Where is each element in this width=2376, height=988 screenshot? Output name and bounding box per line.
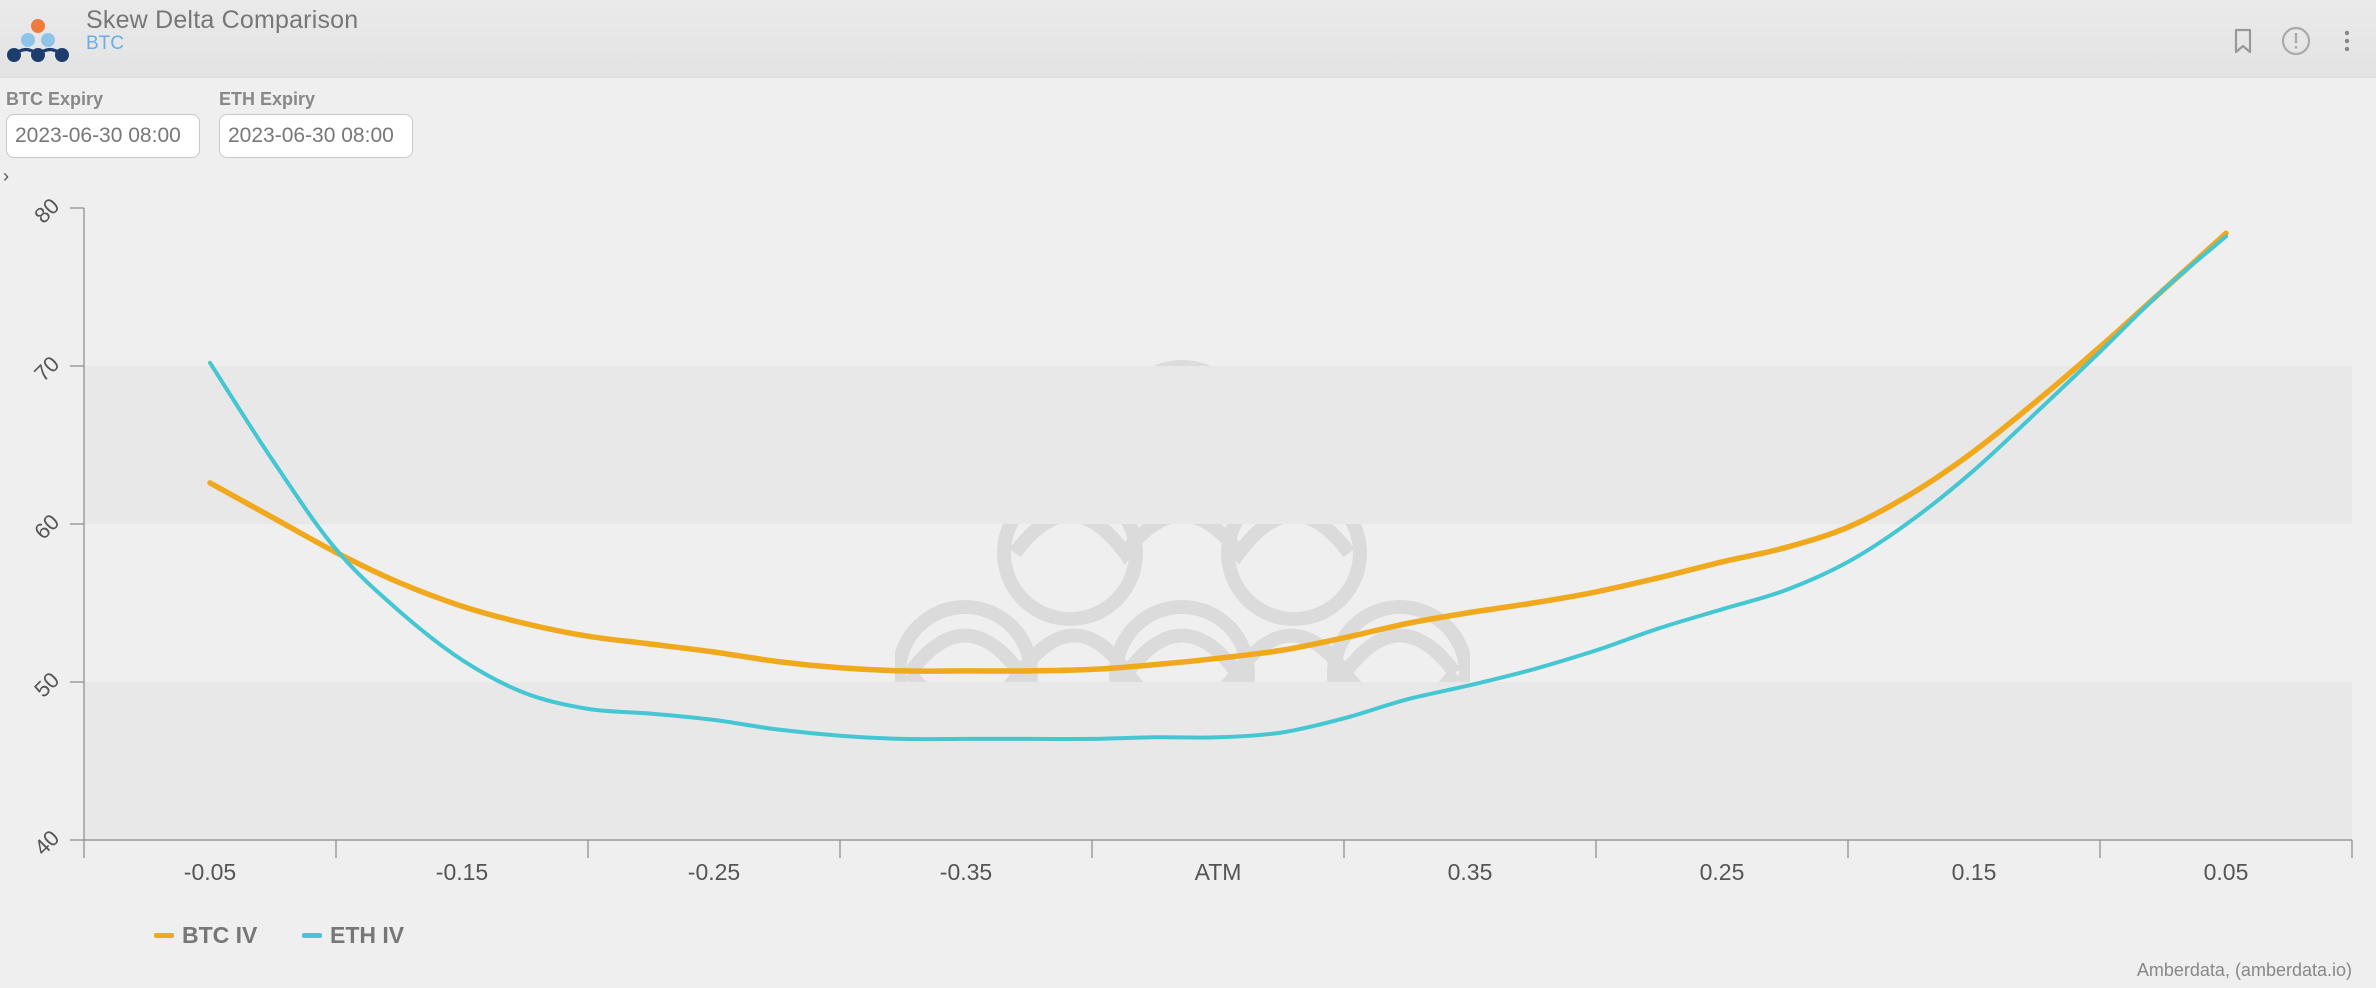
series-line-btc-iv[interactable] — [207, 230, 2229, 674]
x-tick-label: -0.05 — [184, 859, 236, 885]
chart-header: Skew Delta Comparison BTC — [0, 0, 2376, 78]
x-tick-label: ATM — [1195, 859, 1242, 885]
x-tick-label: 0.05 — [2204, 859, 2249, 885]
y-tick-label: 40 — [29, 825, 64, 860]
asset-subtitle: BTC — [86, 33, 124, 54]
y-tick-label: 60 — [29, 509, 64, 544]
y-tick-label: 80 — [29, 193, 64, 228]
btc-iv-swatch — [154, 932, 174, 938]
btc-expiry-label: BTC Expiry — [6, 89, 104, 109]
plot-band — [84, 682, 2352, 840]
eth-iv-swatch — [302, 932, 322, 938]
legend-item-btc-iv[interactable]: BTC IV — [154, 920, 257, 950]
expand-chevron-icon[interactable]: › — [3, 166, 9, 186]
chart-title: Skew Delta Comparison — [86, 6, 359, 34]
eth-expiry-label: ETH Expiry — [219, 89, 316, 109]
bookmark-icon[interactable] — [2226, 24, 2260, 58]
x-tick-label: 0.15 — [1952, 859, 1997, 885]
y-tick-label: 50 — [29, 667, 64, 702]
btc-expiry-select[interactable]: 2023-06-30 08:00 — [6, 114, 200, 158]
amberdata-logo-icon — [7, 19, 69, 62]
x-tick-label: 0.25 — [1700, 859, 1745, 885]
eth-expiry-select[interactable]: 2023-06-30 08:00 — [219, 114, 413, 158]
x-tick-label: -0.15 — [436, 859, 488, 885]
x-tick-label: 0.35 — [1448, 859, 1493, 885]
series-line-eth-iv[interactable] — [208, 234, 2228, 742]
credits-text: Amberdata, (amberdata.io) — [2136, 960, 2352, 980]
x-tick-label: -0.25 — [688, 859, 740, 885]
legend-item-eth-iv[interactable]: ETH IV — [302, 920, 404, 950]
legend-label-eth-iv: ETH IV — [330, 921, 405, 948]
y-tick-label: 70 — [29, 351, 64, 386]
info-icon[interactable] — [2279, 24, 2313, 58]
legend-label-btc-iv: BTC IV — [182, 921, 258, 948]
x-tick-label: -0.35 — [940, 859, 992, 885]
plot-band — [84, 366, 2352, 524]
more-vertical-icon[interactable] — [2330, 24, 2364, 58]
